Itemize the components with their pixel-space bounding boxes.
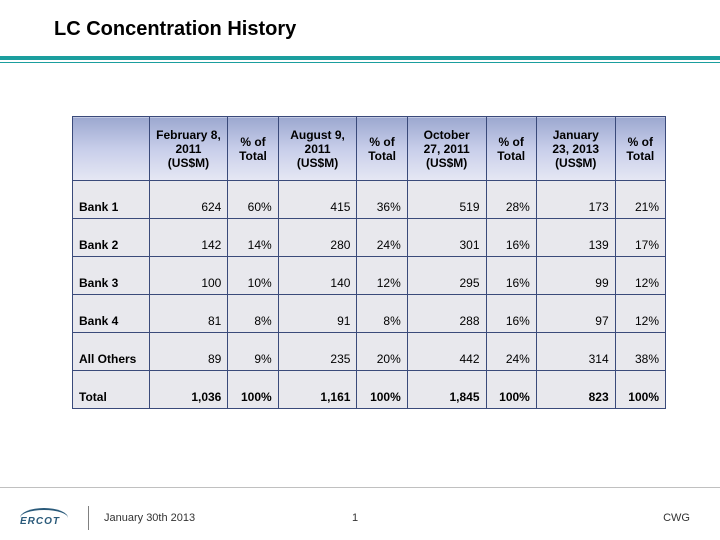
row-label: Bank 1 <box>73 181 150 219</box>
row-label: Total <box>73 371 150 409</box>
cell: 140 <box>278 257 357 295</box>
cell: 20% <box>357 333 407 371</box>
header-amount: January 23, 2013 (US$M) <box>536 117 615 181</box>
cell: 60% <box>228 181 278 219</box>
table-row: Bank 3 100 10% 140 12% 295 16% 99 12% <box>73 257 666 295</box>
cell: 89 <box>149 333 228 371</box>
header-blank <box>73 117 150 181</box>
cell: 8% <box>228 295 278 333</box>
cell: 81 <box>149 295 228 333</box>
table-row-total: Total 1,036 100% 1,161 100% 1,845 100% 8… <box>73 371 666 409</box>
table-body: Bank 1 624 60% 415 36% 519 28% 173 21% B… <box>73 181 666 409</box>
cell: 28% <box>486 181 536 219</box>
cell: 91 <box>278 295 357 333</box>
cell: 8% <box>357 295 407 333</box>
ercot-logo: ERCOT <box>20 508 78 530</box>
cell: 36% <box>357 181 407 219</box>
cell: 24% <box>357 219 407 257</box>
footer-page-number: 1 <box>352 512 358 524</box>
cell: 16% <box>486 219 536 257</box>
table-row: Bank 2 142 14% 280 24% 301 16% 139 17% <box>73 219 666 257</box>
page-title: LC Concentration History <box>54 18 296 41</box>
cell: 1,036 <box>149 371 228 409</box>
header-pct: % of Total <box>486 117 536 181</box>
header-pct: % of Total <box>357 117 407 181</box>
table-container: February 8, 2011 (US$M) % of Total Augus… <box>72 116 666 409</box>
header-amount: October 27, 2011 (US$M) <box>407 117 486 181</box>
cell: 12% <box>357 257 407 295</box>
title-divider-thin <box>0 62 720 63</box>
header-amount: August 9, 2011 (US$M) <box>278 117 357 181</box>
cell: 173 <box>536 181 615 219</box>
cell: 12% <box>615 257 665 295</box>
footer-right-label: CWG <box>663 512 690 524</box>
footer-date: January 30th 2013 <box>104 512 195 524</box>
footer-divider <box>0 487 720 488</box>
cell: 301 <box>407 219 486 257</box>
table-header-row: February 8, 2011 (US$M) % of Total Augus… <box>73 117 666 181</box>
cell: 16% <box>486 295 536 333</box>
cell: 415 <box>278 181 357 219</box>
cell: 97 <box>536 295 615 333</box>
cell: 99 <box>536 257 615 295</box>
cell: 519 <box>407 181 486 219</box>
cell: 24% <box>486 333 536 371</box>
cell: 1,845 <box>407 371 486 409</box>
row-label: Bank 2 <box>73 219 150 257</box>
cell: 139 <box>536 219 615 257</box>
cell: 14% <box>228 219 278 257</box>
cell: 235 <box>278 333 357 371</box>
cell: 21% <box>615 181 665 219</box>
cell: 17% <box>615 219 665 257</box>
cell: 442 <box>407 333 486 371</box>
table-row: Bank 4 81 8% 91 8% 288 16% 97 12% <box>73 295 666 333</box>
cell: 280 <box>278 219 357 257</box>
cell: 16% <box>486 257 536 295</box>
header-pct: % of Total <box>615 117 665 181</box>
cell: 12% <box>615 295 665 333</box>
cell: 9% <box>228 333 278 371</box>
cell: 10% <box>228 257 278 295</box>
footer: ERCOT January 30th 2013 1 CWG <box>0 492 720 540</box>
cell: 100% <box>357 371 407 409</box>
cell: 314 <box>536 333 615 371</box>
cell: 100% <box>615 371 665 409</box>
cell: 295 <box>407 257 486 295</box>
table-row: Bank 1 624 60% 415 36% 519 28% 173 21% <box>73 181 666 219</box>
cell: 823 <box>536 371 615 409</box>
cell: 38% <box>615 333 665 371</box>
cell: 1,161 <box>278 371 357 409</box>
row-label: Bank 4 <box>73 295 150 333</box>
logo-text: ERCOT <box>20 516 78 527</box>
header-pct: % of Total <box>228 117 278 181</box>
table-row: All Others 89 9% 235 20% 442 24% 314 38% <box>73 333 666 371</box>
cell: 624 <box>149 181 228 219</box>
cell: 288 <box>407 295 486 333</box>
cell: 100% <box>486 371 536 409</box>
header-amount: February 8, 2011 (US$M) <box>149 117 228 181</box>
row-label: All Others <box>73 333 150 371</box>
cell: 142 <box>149 219 228 257</box>
title-divider-thick <box>0 56 720 60</box>
concentration-table: February 8, 2011 (US$M) % of Total Augus… <box>72 116 666 409</box>
cell: 100 <box>149 257 228 295</box>
row-label: Bank 3 <box>73 257 150 295</box>
cell: 100% <box>228 371 278 409</box>
footer-separator <box>88 506 89 530</box>
